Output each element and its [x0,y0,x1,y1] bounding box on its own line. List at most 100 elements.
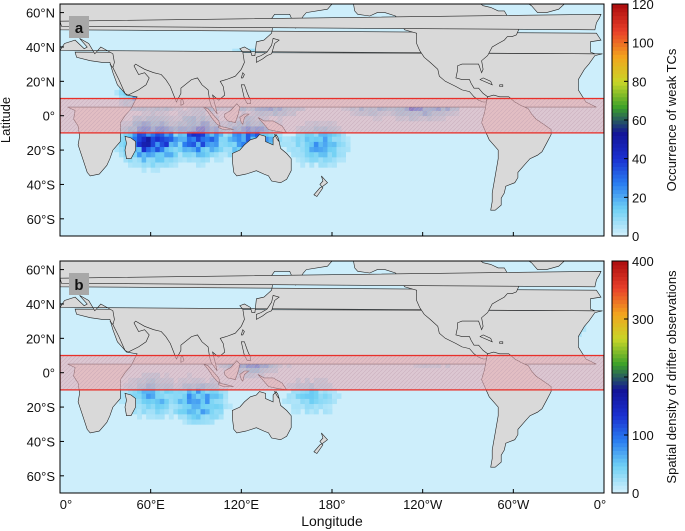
lon-tick-label: 120°E [224,497,260,512]
heatmap-cell [313,408,319,415]
heatmap-cell [309,156,315,163]
heatmap-cell [177,156,183,163]
heatmap-cell [318,393,324,399]
heatmap-cell [205,408,210,415]
colorbar-tick-label: 100 [632,36,654,51]
colorbar-swatch [612,158,628,164]
heatmap-cell [150,151,156,158]
heatmap-cell [318,162,324,168]
landmass [232,134,292,184]
heatmap-cell [146,162,152,168]
colorbar-swatch [612,46,628,51]
heatmap-cell [318,146,324,153]
heatmap-cell [146,141,152,148]
heatmap-cell [196,398,201,405]
colorbar-swatch [612,170,628,175]
heatmap-cell [191,413,197,420]
landmass [313,175,328,197]
heatmap-cell [345,141,351,148]
colorbar-swatch [612,216,628,222]
colorbar-swatch [612,4,628,9]
heatmap-cell [264,131,269,137]
heatmap-cell [196,146,201,153]
heatmap-cell [223,136,229,142]
heatmap-cell [155,388,161,394]
colorbar-swatch [612,112,628,117]
heatmap-cell [341,136,346,142]
heatmap-cell [132,388,138,394]
heatmap-cell [304,146,310,153]
heatmap-cell [295,146,301,153]
heatmap-cell [327,398,333,405]
heatmap-cell [318,151,324,158]
heatmap-cell [141,141,147,148]
colorbar-swatch [612,369,628,374]
heatmap-cell [155,413,161,420]
heatmap-cell [137,388,142,394]
heatmap-cell [214,151,220,158]
heatmap-cell [313,146,319,153]
colorbar-swatch [612,89,628,94]
heatmap-cell [200,156,206,163]
heatmap-cell [132,131,138,137]
colorbar-swatch [612,143,628,148]
heatmap-cell [304,393,310,399]
heatmap-cell [150,403,156,410]
heatmap-cell [137,162,142,168]
heatmap-cell [304,131,310,137]
heatmap-cell [291,403,297,410]
heatmap-cell [137,398,142,405]
colorbar-swatch [612,377,628,382]
colorbar-swatch [612,127,628,133]
heatmap-cell [341,156,346,163]
heatmap-cell [182,146,188,153]
lat-tick-label: 20°N [26,74,55,89]
heatmap-cell [214,413,220,420]
heatmap-cell [182,403,188,410]
heatmap-cell [128,131,133,137]
heatmap-cell [277,136,283,142]
heatmap-cell [150,131,156,137]
heatmap-cell [182,156,188,163]
colorbar-swatch [612,81,628,86]
heatmap-cell [132,408,138,415]
heatmap-cell [300,162,306,168]
colorbar-swatch [612,272,628,277]
heatmap-cell [191,156,197,163]
heatmap-cell [291,136,297,142]
colorbar-swatch [612,334,628,339]
colorbar-swatch [612,291,628,297]
heatmap-cell [168,136,174,142]
heatmap-cell [227,146,233,153]
heatmap-cell [159,141,165,148]
heatmap-cell [295,131,301,137]
heatmap-cell [304,408,310,415]
heatmap-cell [150,413,156,420]
heatmap-cell [118,136,124,142]
heatmap-cell [200,393,206,399]
heatmap-cell [146,403,152,410]
colorbar-swatch [612,228,628,233]
colorbar-swatch [612,465,628,471]
heatmap-cell [268,136,274,142]
heatmap-cell [300,141,306,148]
heatmap-cell [132,156,138,163]
heatmap-cell [232,136,238,142]
heatmap-cell [291,141,297,148]
heatmap-cell [155,156,161,163]
heatmap-cell [309,131,315,137]
colorbar-swatch [612,458,628,463]
heatmap-cell [200,419,206,425]
heatmap-cell [173,408,179,415]
heatmap-cell [191,393,197,399]
heatmap-cell [159,398,165,405]
heatmap-cell [336,393,342,399]
heatmap-cell [313,151,319,158]
colorbar-swatch [612,427,628,432]
heatmap-cell [232,131,238,137]
landmass [232,391,292,441]
heatmap-cell [118,388,124,394]
heatmap-cell [155,136,161,142]
heatmap-cell [141,136,147,142]
heatmap-cell [300,151,306,158]
